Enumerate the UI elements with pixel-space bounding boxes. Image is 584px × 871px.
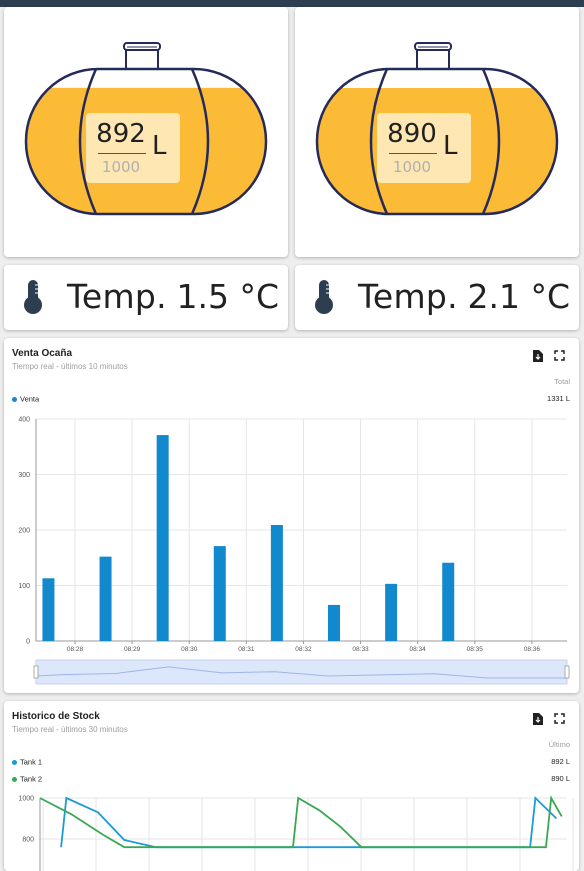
legend-dot — [12, 759, 17, 765]
legend-value: 1331 L — [547, 394, 570, 403]
temp-2-label: Temp. — [358, 277, 458, 316]
fullscreen-icon[interactable] — [554, 350, 565, 361]
tank-2-gauge: 890 1000 L — [377, 113, 471, 183]
chart-title: Venta Ocaña — [12, 348, 73, 359]
legend-label: Venta — [20, 394, 40, 404]
stock-line-chart: 800 1000 — [18, 795, 574, 871]
temp-1-label: Temp. — [67, 277, 167, 316]
tank-1-capacity: 1000 — [101, 158, 141, 176]
bar — [156, 435, 169, 641]
fullscreen-icon[interactable] — [554, 713, 565, 724]
x-tick-label: 08:33 — [352, 646, 369, 653]
gauge-divider — [389, 153, 437, 154]
chart-title: Historico de Stock — [12, 711, 100, 722]
temp-1-value: 1.5 °C — [176, 277, 279, 316]
bar — [42, 578, 55, 641]
x-tick-label: 08:29 — [124, 646, 141, 653]
thermometer-icon — [24, 280, 42, 314]
y-tick-label: 200 — [18, 528, 30, 535]
thermometer-icon — [315, 280, 333, 314]
tank-1-gauge: 892 1000 L — [86, 113, 180, 183]
x-tick-label: 08:31 — [238, 646, 255, 653]
x-tick-label: 08:30 — [181, 646, 198, 653]
legend-header: Último — [548, 740, 570, 749]
download-icon[interactable] — [533, 350, 543, 362]
x-tick-label: 08:35 — [467, 646, 484, 653]
tank-2-unit: L — [443, 131, 458, 161]
y-tick-label: 0 — [26, 639, 30, 646]
download-icon[interactable] — [533, 713, 543, 725]
legend-header: Total — [554, 377, 570, 386]
navigator-handle-right — [564, 665, 570, 679]
tank-card-2[interactable]: 890 1000 L — [295, 7, 579, 257]
y-tick-label: 1000 — [18, 796, 34, 803]
temp-2-value: 2.1 °C — [467, 277, 570, 316]
tank-2-level-value: 890 — [387, 119, 437, 149]
top-app-bar — [0, 0, 584, 7]
sales-chart-card: Venta Ocaña Tiempo real - últimos 10 min… — [4, 338, 579, 693]
legend-dot — [12, 396, 17, 402]
x-tick-label: 08:32 — [295, 646, 312, 653]
temp-card-1[interactable]: Temp. 1.5 °C — [4, 265, 288, 330]
y-tick-label: 300 — [18, 472, 30, 479]
series-line-2 — [39, 795, 563, 849]
legend-item-tank-1[interactable]: Tank 1 892 L — [12, 757, 570, 769]
x-tick-label: 08:36 — [524, 646, 541, 653]
bar — [442, 562, 455, 641]
series-line-1 — [60, 796, 558, 849]
stock-chart-card: Historico de Stock Tiempo real - últimos… — [4, 701, 579, 871]
gauge-divider — [98, 153, 146, 154]
sales-bar-chart: 0 100 200 300 400 08:28 08:29 08:30 08:31 08:32 08… — [18, 417, 570, 685]
legend-value: 892 L — [551, 757, 570, 766]
bar — [328, 604, 340, 641]
legend-label: Tank 2 — [20, 774, 43, 784]
y-tick-label: 400 — [18, 417, 30, 424]
tank-card-1[interactable]: 892 1000 L — [4, 7, 288, 257]
chart-subtitle: Tiempo real - últimos 10 minutos — [12, 362, 128, 371]
bar — [270, 525, 283, 641]
bar — [99, 556, 112, 641]
tank-2-capacity: 1000 — [392, 158, 432, 176]
range-navigator — [35, 659, 568, 685]
legend-item-tank-2[interactable]: Tank 2 890 L — [12, 774, 570, 786]
temp-card-2[interactable]: Temp. 2.1 °C — [295, 265, 579, 330]
bar — [385, 583, 398, 641]
x-tick-label: 08:34 — [410, 646, 427, 653]
x-tick-label: 08:28 — [67, 646, 84, 653]
legend-value: 890 L — [551, 774, 570, 783]
y-tick-label: 800 — [22, 837, 34, 844]
legend-item-venta[interactable]: Venta 1331 L — [12, 394, 570, 406]
tank-1-level-value: 892 — [96, 119, 146, 149]
legend-dot — [12, 776, 17, 782]
tank-1-unit: L — [152, 131, 167, 161]
navigator-series — [35, 666, 567, 679]
navigator-handle-left — [33, 665, 39, 679]
chart-subtitle: Tiempo real - últimos 30 minutos — [12, 725, 128, 734]
y-tick-label: 100 — [18, 583, 30, 590]
bar — [213, 546, 226, 641]
legend-label: Tank 1 — [20, 757, 43, 767]
